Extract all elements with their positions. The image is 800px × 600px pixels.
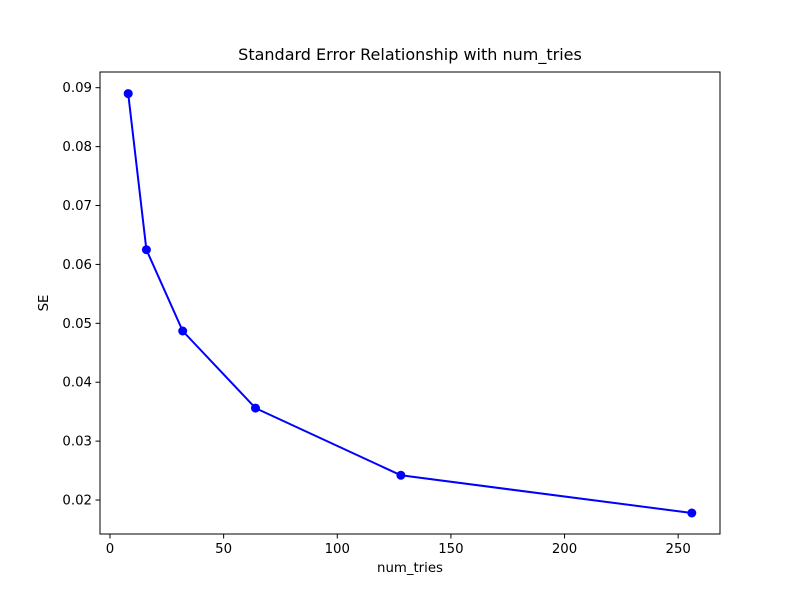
y-axis-ticks: 0.02 0.03 0.04 0.05 0.06 0.07 0.08 0.09 [62,81,100,509]
y-tick-label: 0.06 [62,258,92,273]
y-tick-label: 0.08 [62,140,92,155]
data-point-marker [687,508,697,518]
x-tick-label: 200 [552,542,577,557]
data-series [123,89,697,518]
x-tick-label: 150 [438,542,463,557]
y-tick-label: 0.03 [62,435,92,450]
x-tick-label: 250 [665,542,690,557]
y-tick-label: 0.02 [62,494,92,509]
x-tick-label: 0 [106,542,114,557]
trend-line [127,92,693,514]
x-tick-label: 100 [325,542,350,557]
data-point-marker [396,470,406,480]
x-axis-ticks: 0 50 100 150 200 250 [106,534,691,557]
data-point-marker [178,326,188,336]
data-point-marker [123,89,133,99]
data-point-marker [251,403,260,413]
y-tick-label: 0.04 [62,376,92,391]
y-tick-label: 0.09 [62,81,92,96]
data-point-marker [141,245,151,255]
chart-title: Standard Error Relationship with num_tri… [238,45,582,65]
plot-area-frame [99,71,721,535]
y-axis-label: SE [37,295,52,312]
y-tick-label: 0.05 [62,317,92,332]
x-axis-label: num_tries [377,561,443,576]
y-tick-label: 0.07 [62,199,92,214]
x-tick-label: 50 [215,542,232,557]
